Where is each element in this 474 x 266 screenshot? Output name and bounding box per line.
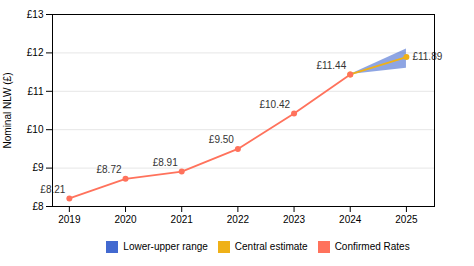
svg-text:Nominal NLW (£): Nominal NLW (£)	[2, 73, 13, 149]
svg-text:£9.50: £9.50	[209, 134, 234, 145]
svg-text:£8.21: £8.21	[40, 184, 65, 195]
svg-text:£13: £13	[27, 9, 44, 20]
svg-text:£12: £12	[27, 47, 44, 58]
svg-text:£11.89: £11.89	[412, 51, 442, 62]
svg-text:2019: 2019	[58, 214, 81, 225]
svg-text:£11: £11	[28, 86, 44, 97]
svg-text:2020: 2020	[114, 214, 137, 225]
svg-text:£9: £9	[32, 162, 44, 173]
svg-text:2021: 2021	[171, 214, 194, 225]
svg-text:£8.72: £8.72	[96, 164, 121, 175]
svg-text:£10.42: £10.42	[259, 99, 290, 110]
svg-text:2025: 2025	[395, 214, 418, 225]
svg-text:2023: 2023	[283, 214, 306, 225]
svg-text:£11.44: £11.44	[316, 60, 346, 71]
svg-text:2022: 2022	[227, 214, 250, 225]
html-text:Confirmed Rates: Confirmed Rates	[334, 241, 410, 252]
html-text:Lower-upper range: Lower-upper range	[123, 241, 208, 252]
svg-text:£10: £10	[27, 124, 44, 135]
svg-text:2024: 2024	[339, 214, 362, 225]
svg-text:£8.91: £8.91	[153, 157, 178, 168]
svg-text:£8: £8	[32, 201, 44, 212]
html-text:Central estimate: Central estimate	[234, 241, 308, 252]
